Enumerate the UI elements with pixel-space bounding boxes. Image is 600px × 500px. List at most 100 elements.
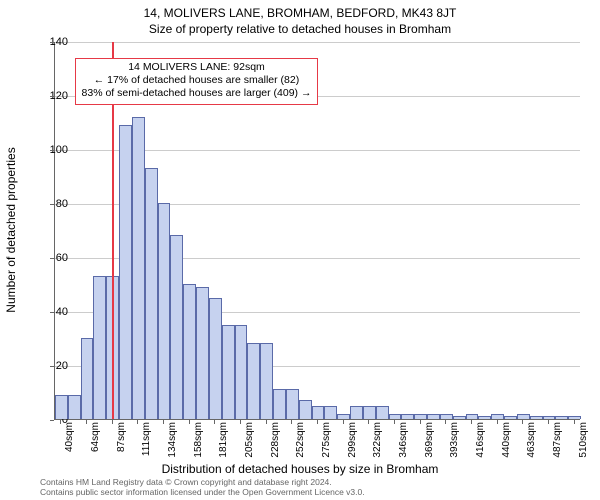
histogram-bar [222, 325, 235, 420]
histogram-bar [235, 325, 248, 420]
histogram-bar [363, 406, 376, 420]
x-tick-mark [189, 420, 190, 424]
x-tick-mark [522, 420, 523, 424]
x-tick-label: 346sqm [398, 422, 409, 458]
x-tick-mark [291, 420, 292, 424]
histogram-bar [183, 284, 196, 419]
x-tick-mark [266, 420, 267, 424]
y-tick-mark [50, 42, 54, 43]
histogram-bar [93, 276, 106, 419]
x-tick-label: 205sqm [244, 422, 255, 458]
y-axis-label: Number of detached properties [4, 147, 18, 312]
x-tick-label: 64sqm [90, 422, 101, 452]
histogram-bar [299, 400, 312, 419]
histogram-bar [376, 406, 389, 420]
y-tick-mark [50, 96, 54, 97]
x-tick-mark [420, 420, 421, 424]
histogram-bar [170, 235, 183, 419]
histogram-bar [530, 416, 543, 419]
histogram-bar [81, 338, 94, 419]
y-tick-mark [50, 420, 54, 421]
x-tick-mark [214, 420, 215, 424]
x-tick-mark [60, 420, 61, 424]
x-tick-label: 487sqm [552, 422, 563, 458]
histogram-bar [68, 395, 81, 419]
histogram-bar [312, 406, 325, 420]
x-tick-label: 134sqm [167, 422, 178, 458]
x-tick-mark [240, 420, 241, 424]
footer-attribution: Contains HM Land Registry data © Crown c… [40, 478, 590, 498]
x-tick-mark [368, 420, 369, 424]
histogram-bar [209, 298, 222, 420]
histogram-bar [568, 416, 581, 419]
x-tick-label: 181sqm [218, 422, 229, 458]
x-tick-mark [394, 420, 395, 424]
histogram-bar [504, 416, 517, 419]
histogram-bar [145, 168, 158, 419]
x-tick-mark [497, 420, 498, 424]
histogram-bar [491, 414, 504, 419]
histogram-bar [350, 406, 363, 420]
x-tick-label: 228sqm [270, 422, 281, 458]
y-tick-mark [50, 312, 54, 313]
histogram-bar [466, 414, 479, 419]
histogram-bar [158, 203, 171, 419]
y-tick-mark [50, 258, 54, 259]
x-axis-label: Distribution of detached houses by size … [0, 462, 600, 476]
histogram-bar [478, 416, 491, 419]
histogram-bar [196, 287, 209, 419]
x-tick-mark [163, 420, 164, 424]
histogram-bar [324, 406, 337, 420]
callout-line: 83% of semi-detached houses are larger (… [82, 87, 312, 100]
histogram-bar [337, 414, 350, 419]
x-tick-label: 111sqm [141, 422, 152, 456]
x-tick-mark [137, 420, 138, 424]
x-tick-label: 87sqm [116, 422, 127, 452]
x-tick-label: 40sqm [64, 422, 75, 452]
property-callout: 14 MOLIVERS LANE: 92sqm← 17% of detached… [75, 58, 319, 104]
callout-line: ← 17% of detached houses are smaller (82… [82, 74, 312, 87]
histogram-bar [517, 414, 530, 419]
histogram-bar [119, 125, 132, 419]
x-tick-mark [548, 420, 549, 424]
histogram-bar [555, 416, 568, 419]
x-tick-label: 510sqm [578, 422, 589, 458]
x-tick-label: 299sqm [347, 422, 358, 458]
x-tick-mark [574, 420, 575, 424]
x-tick-mark [471, 420, 472, 424]
x-tick-label: 393sqm [449, 422, 460, 458]
histogram-bar [260, 343, 273, 419]
x-tick-label: 440sqm [501, 422, 512, 458]
histogram-bar [427, 414, 440, 419]
histogram-bar [440, 414, 453, 419]
x-tick-mark [112, 420, 113, 424]
x-tick-mark [343, 420, 344, 424]
x-tick-mark [86, 420, 87, 424]
x-tick-mark [445, 420, 446, 424]
histogram-bar [453, 416, 466, 419]
histogram-bar [55, 395, 68, 419]
y-tick-mark [50, 150, 54, 151]
x-tick-label: 463sqm [526, 422, 537, 458]
histogram-bar [401, 414, 414, 419]
x-tick-label: 252sqm [295, 422, 306, 458]
histogram-bar [414, 414, 427, 419]
x-tick-label: 322sqm [372, 422, 383, 458]
y-tick-mark [50, 366, 54, 367]
x-tick-label: 158sqm [193, 422, 204, 458]
x-tick-label: 416sqm [475, 422, 486, 458]
chart-container: 14, MOLIVERS LANE, BROMHAM, BEDFORD, MK4… [0, 0, 600, 500]
histogram-bar [247, 343, 260, 419]
gridline [55, 42, 580, 43]
histogram-bar [273, 389, 286, 419]
x-tick-label: 275sqm [321, 422, 332, 458]
x-tick-mark [317, 420, 318, 424]
chart-title: 14, MOLIVERS LANE, BROMHAM, BEDFORD, MK4… [0, 6, 600, 20]
histogram-bar [543, 416, 556, 419]
callout-line: 14 MOLIVERS LANE: 92sqm [82, 61, 312, 74]
x-tick-label: 369sqm [424, 422, 435, 458]
chart-subtitle: Size of property relative to detached ho… [0, 22, 600, 36]
y-tick-mark [50, 204, 54, 205]
footer-line-2: Contains public sector information licen… [40, 488, 590, 498]
histogram-bar [286, 389, 299, 419]
